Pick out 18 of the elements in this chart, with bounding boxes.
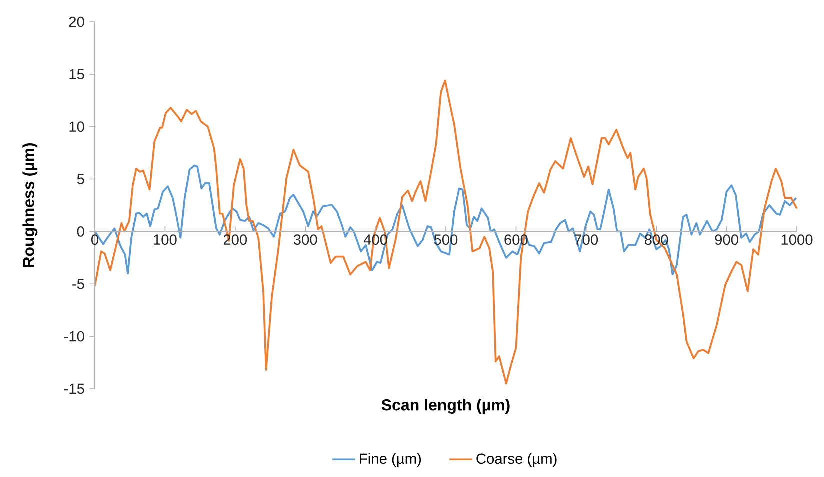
y-tick-label: -10: [64, 331, 84, 342]
legend-label: Coarse (µm): [476, 453, 557, 467]
x-axis-title: Scan length (µm): [382, 399, 510, 414]
y-tick-label: 15: [70, 69, 84, 80]
y-tick-label: -15: [64, 384, 84, 394]
y-tick-label: 10: [70, 122, 84, 132]
x-tick-label: 1000: [782, 234, 813, 246]
y-tick-label: -5: [72, 279, 84, 290]
x-tick-label: 0: [91, 234, 98, 246]
legend-label: Fine (µm): [360, 453, 422, 467]
y-tick-label: 5: [77, 174, 84, 184]
x-tick-label: 300: [294, 234, 318, 246]
y-tick-label: 0: [77, 226, 84, 237]
x-tick-label: 900: [715, 234, 738, 246]
y-axis-title: Roughness (µm): [22, 143, 38, 268]
x-tick-label: 200: [224, 234, 248, 246]
y-tick-label: 20: [69, 16, 84, 28]
x-tick-label: 100: [154, 234, 177, 246]
